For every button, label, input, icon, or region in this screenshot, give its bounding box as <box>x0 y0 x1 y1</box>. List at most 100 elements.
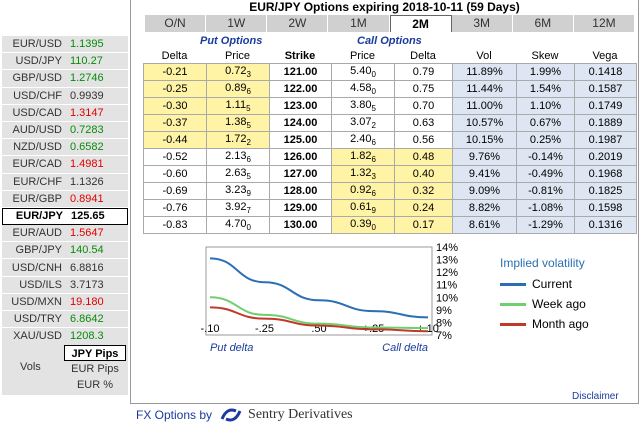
call-price-cell[interactable]: 3.072 <box>331 114 395 132</box>
pair-rate: 0.9939 <box>70 89 104 102</box>
put-price-cell[interactable]: 0.723 <box>206 63 270 81</box>
put-price-cell[interactable]: 0.896 <box>206 80 270 98</box>
call-price-cell[interactable]: 5.400 <box>331 63 395 81</box>
put-price-pip: 5 <box>246 104 251 114</box>
call-price-cell[interactable]: 0.390 <box>331 216 395 234</box>
skew-cell: 1.54% <box>516 80 575 98</box>
call-price-pip: 3 <box>371 172 376 182</box>
pair-row-eur-usd[interactable]: EUR/USD 1.1395 <box>2 36 128 54</box>
tab-1m[interactable]: 1M <box>328 15 390 32</box>
pair-rate: 6.8642 <box>70 313 104 326</box>
call-price-cell[interactable]: 0.619 <box>331 199 395 217</box>
put-delta-cell: -0.25 <box>143 80 207 98</box>
pair-name: EUR/JPY <box>15 210 63 223</box>
tab-2m[interactable]: 2M <box>389 15 452 32</box>
call-price-cell[interactable]: 1.826 <box>331 148 395 166</box>
pair-row-eur-cad[interactable]: EUR/CAD 1.4981 <box>2 156 128 174</box>
x-tick-label: -.10 <box>201 323 220 335</box>
strike-cell: 123.00 <box>269 97 332 115</box>
pair-row-aud-usd[interactable]: AUD/USD 0.7283 <box>2 121 128 140</box>
pair-rate: 1.2746 <box>70 72 104 85</box>
put-price-cell[interactable]: 2.136 <box>206 148 270 166</box>
call-price-cell[interactable]: 2.406 <box>331 131 395 149</box>
pair-name: NZD/USD <box>13 141 62 154</box>
call-delta-cell: 0.70 <box>394 97 453 115</box>
tab-6m[interactable]: 6M <box>512 15 574 32</box>
pair-row-usd-chf[interactable]: USD/CHF 0.9939 <box>2 87 128 105</box>
skew-cell: 0.67% <box>516 114 575 132</box>
legend-swatch <box>500 282 526 286</box>
call-price-cell[interactable]: 0.926 <box>331 182 395 200</box>
y-tick-label: 8% <box>436 317 452 329</box>
tab-3m[interactable]: 3M <box>451 15 513 32</box>
pair-row-usd-ils[interactable]: USD/ILS 3.7173 <box>2 276 128 294</box>
pair-rate: 1.4981 <box>70 158 104 171</box>
pair-row-eur-jpy[interactable]: EUR/JPY 125.65 <box>2 207 128 226</box>
tab-on[interactable]: O/N <box>145 15 207 32</box>
disclaimer-link[interactable]: Disclaimer <box>572 391 619 402</box>
pair-rate: 1.5647 <box>70 227 104 240</box>
skew-cell: -0.81% <box>516 182 575 200</box>
vol-cell: 9.41% <box>452 165 517 183</box>
put-price-pip: 2 <box>246 138 251 148</box>
col-skew: Skew <box>531 50 559 62</box>
call-price-cell[interactable]: 1.323 <box>331 165 395 183</box>
put-price-cell[interactable]: 1.115 <box>206 97 270 115</box>
call-price: 4.58 <box>350 81 372 94</box>
implied-volatility-chart: 14%13%12%11%10%9%8%7%-.10 -.25.50 +.25 +.10… <box>201 242 459 354</box>
pair-rate: 1.1326 <box>70 175 104 188</box>
pair-row-gbp-usd[interactable]: GBP/USD 1.2746 <box>2 70 128 88</box>
series-line-current <box>209 257 429 319</box>
pair-row-nzd-usd[interactable]: NZD/USD 0.6582 <box>2 139 128 157</box>
put-delta-cell: -0.21 <box>143 63 207 81</box>
pair-row-usd-jpy[interactable]: USD/JPY 110.27 <box>2 53 128 71</box>
pair-row-xau-usd[interactable]: XAU/USD 1208.3 <box>2 328 128 346</box>
col-vega: Vega <box>592 50 618 62</box>
call-price-pip: 2 <box>371 121 376 131</box>
page-title: EUR/JPY Options expiring 2018-10-11 (59 … <box>249 0 520 14</box>
pair-name: USD/TRY <box>13 313 62 326</box>
put-delta-cell: -0.76 <box>143 199 207 217</box>
call-delta-cell: 0.56 <box>394 131 453 149</box>
tab-1w[interactable]: 1W <box>206 15 268 32</box>
tab-2w[interactable]: 2W <box>267 15 329 32</box>
vols-option-jpy-pips[interactable]: JPY Pips <box>64 345 126 361</box>
vega-cell: 0.1825 <box>574 182 637 200</box>
put-price-cell[interactable]: 2.635 <box>206 165 270 183</box>
call-price-cell[interactable]: 4.580 <box>331 80 395 98</box>
x-axis-label-call: Call delta <box>382 342 428 354</box>
call-price-pip: 0 <box>371 223 376 233</box>
put-price-cell[interactable]: 3.239 <box>206 182 270 200</box>
pair-row-usd-cad[interactable]: USD/CAD 1.3147 <box>2 104 128 122</box>
put-price: 1.72 <box>225 132 247 145</box>
vega-cell: 0.1749 <box>574 97 637 115</box>
pair-row-gbp-jpy[interactable]: GBP/JPY 140.54 <box>2 242 128 260</box>
pair-rate: 0.7283 <box>70 124 104 137</box>
call-price: 5.40 <box>350 64 372 77</box>
put-price: 0.89 <box>225 81 247 94</box>
pair-row-usd-try[interactable]: USD/TRY 6.8642 <box>2 311 128 329</box>
call-price-cell[interactable]: 3.805 <box>331 97 395 115</box>
put-price-cell[interactable]: 3.927 <box>206 199 270 217</box>
put-options-header: Put Options <box>200 35 263 47</box>
vega-cell: 0.1598 <box>574 199 637 217</box>
put-price-cell[interactable]: 4.700 <box>206 216 270 234</box>
put-price-cell[interactable]: 1.722 <box>206 131 270 149</box>
put-price-pip: 6 <box>246 87 251 97</box>
pair-row-usd-mxn[interactable]: USD/MXN 19.180 <box>2 293 128 311</box>
vols-option-eur-percent[interactable]: EUR % <box>76 379 114 391</box>
pair-row-eur-chf[interactable]: EUR/CHF 1.1326 <box>2 173 128 191</box>
legend-item-week-ago: Week ago <box>500 297 589 311</box>
vols-option-eur-pips[interactable]: EUR Pips <box>71 363 119 375</box>
call-price-pip: 6 <box>371 155 376 165</box>
tab-12m[interactable]: 12M <box>573 15 635 32</box>
pair-row-eur-aud[interactable]: EUR/AUD 1.5647 <box>2 225 128 243</box>
pair-name: USD/CNH <box>11 261 62 274</box>
vega-cell: 0.1587 <box>574 80 637 98</box>
pair-name: EUR/AUD <box>12 227 62 240</box>
put-price-cell[interactable]: 1.385 <box>206 114 270 132</box>
y-tick-label: 9% <box>436 305 452 317</box>
pair-row-eur-gbp[interactable]: EUR/GBP 0.8941 <box>2 190 128 208</box>
pair-row-usd-cnh[interactable]: USD/CNH 6.8816 <box>2 259 128 277</box>
skew-cell: -1.29% <box>516 216 575 234</box>
